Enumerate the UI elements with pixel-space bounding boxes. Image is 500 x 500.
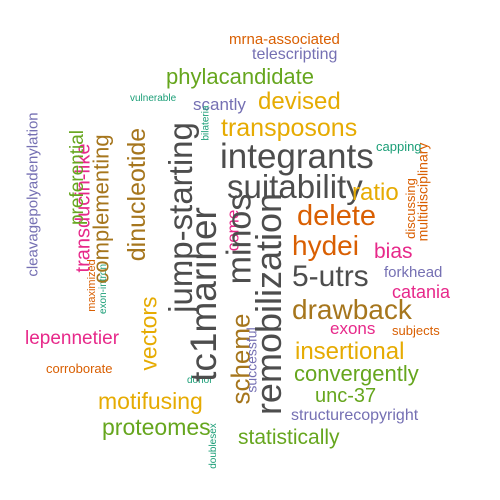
- word-5-utrs: 5-utrs: [292, 260, 369, 293]
- word-vectors: vectors: [135, 296, 162, 371]
- word-bilateria: bilateria: [200, 105, 212, 141]
- word-telescripting: telescripting: [252, 46, 338, 63]
- word-suitability: suitability: [227, 168, 363, 205]
- word-vulnerable: vulnerable: [130, 93, 177, 104]
- word-remobilization: remobilization: [248, 192, 290, 416]
- word-catania: catania: [392, 282, 451, 302]
- word-scantly: scantly: [193, 95, 246, 114]
- word-drawback: drawback: [292, 294, 412, 325]
- word-structurecopyright: structurecopyright: [291, 407, 419, 424]
- word-motifusing: motifusing: [98, 388, 203, 414]
- word-forkhead: forkhead: [384, 264, 443, 281]
- word-lepennetier: lepennetier: [25, 328, 120, 349]
- word-complementing: complementing: [88, 134, 114, 284]
- word-tc1mariner: tc1mariner: [182, 207, 224, 382]
- word-donor: donor: [187, 375, 213, 386]
- word-subjects: subjects: [392, 323, 440, 338]
- word-phylacandidate: phylacandidate: [166, 64, 315, 89]
- word-convergently: convergently: [294, 361, 419, 386]
- word-insertional: insertional: [295, 338, 405, 365]
- word-multidisciplinary: multidisciplinary: [414, 142, 431, 242]
- word-ratio: ratio: [352, 179, 399, 206]
- word-transposons: transposons: [221, 114, 358, 142]
- word-exons: exons: [330, 319, 376, 338]
- word-capping: capping: [376, 139, 422, 154]
- word-bias: bias: [374, 240, 413, 263]
- word-unc-37: unc-37: [315, 385, 377, 407]
- word-dinucleotide: dinucleotide: [123, 127, 152, 262]
- word-corroborate: corroborate: [46, 361, 113, 376]
- word-mrna-associated: mrna-associated: [229, 31, 340, 48]
- word-preferential: preferential: [67, 129, 89, 226]
- word-devised: devised: [258, 88, 341, 115]
- word-cleavagepolyadenylation: cleavagepolyadenylation: [24, 112, 42, 277]
- word-doublesex: doublesex: [207, 423, 219, 469]
- word-delete: delete: [297, 200, 377, 232]
- word-statistically: statistically: [238, 426, 340, 449]
- word-integrants: integrants: [220, 137, 374, 176]
- word-proteomes: proteomes: [102, 414, 211, 440]
- word-hydei: hydei: [292, 230, 359, 261]
